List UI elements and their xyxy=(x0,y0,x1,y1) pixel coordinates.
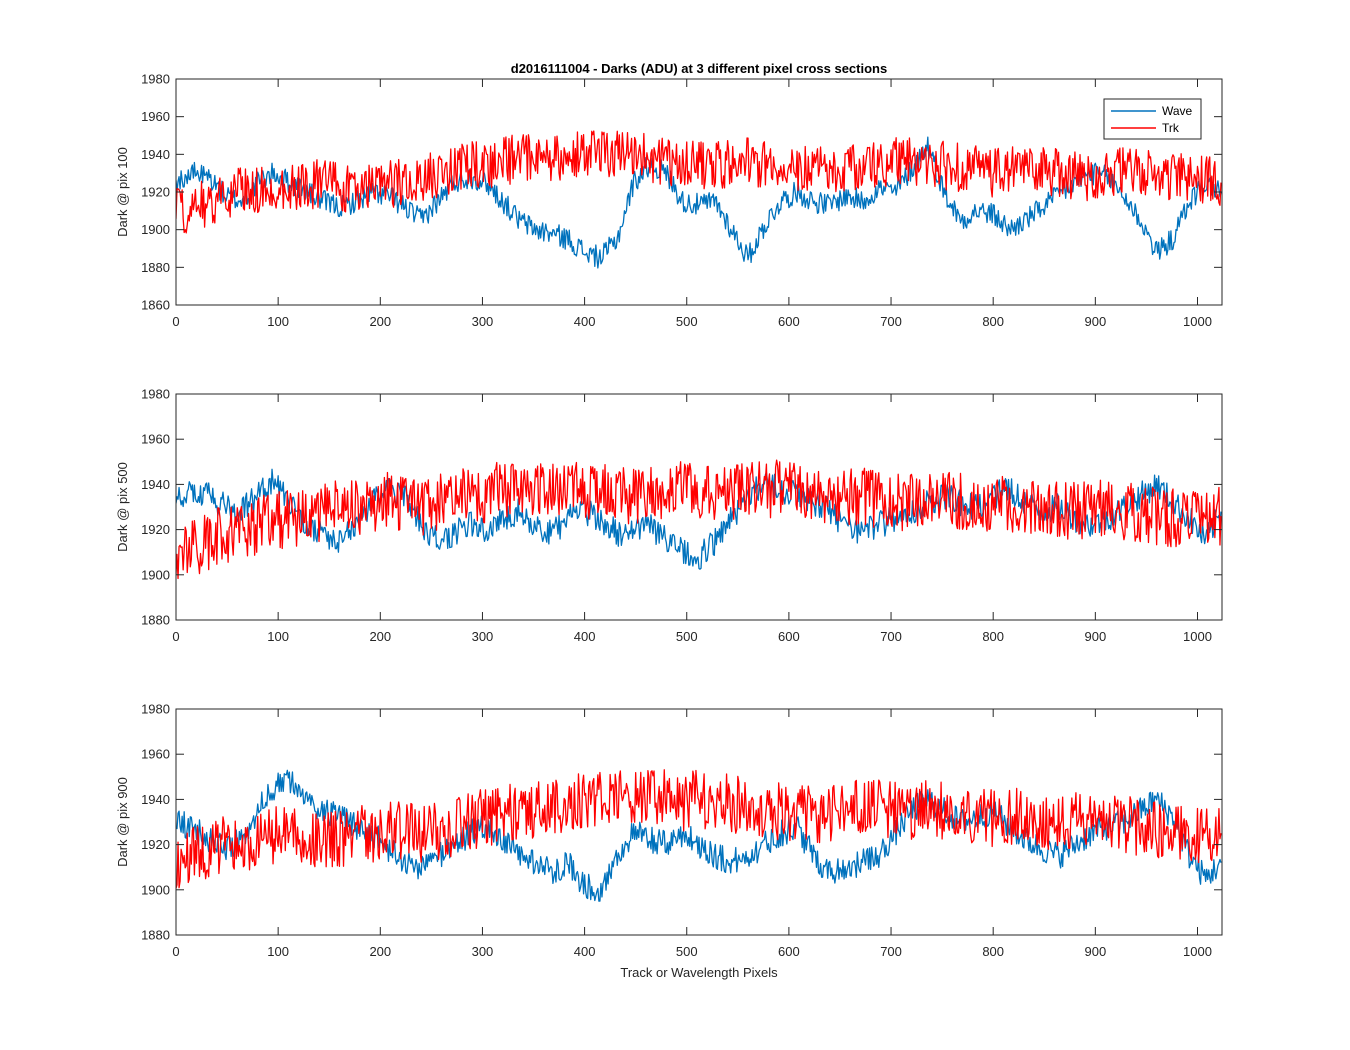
panel-3: 0 100 200 300 400 500 600 700 800 900 1000 1880 1900… xyxy=(115,702,1223,980)
axes-box xyxy=(175,708,1223,936)
x-tick-label: 200 xyxy=(369,944,391,959)
x-tick-label: 400 xyxy=(574,629,596,644)
x-axis-label: Track or Wavelength Pixels xyxy=(620,965,778,980)
y-tick-label: 1960 xyxy=(141,432,170,447)
x-tick-label: 700 xyxy=(880,629,902,644)
x-tick-label: 100 xyxy=(267,944,289,959)
x-tick-label: 300 xyxy=(472,629,494,644)
x-tick-label: 0 xyxy=(172,944,179,959)
y-axis-label: Dark @ pix 500 xyxy=(115,462,130,552)
x-tick-label: 400 xyxy=(574,314,596,329)
y-tick-label: 1920 xyxy=(141,185,170,200)
x-tick-label: 500 xyxy=(676,944,698,959)
axes-box xyxy=(175,393,1223,621)
y-axis-label: Dark @ pix 100 xyxy=(115,147,130,237)
x-tick-label: 800 xyxy=(982,314,1004,329)
series-line-trk xyxy=(176,769,1222,889)
x-tick-label: 600 xyxy=(778,629,800,644)
y-tick-label: 1960 xyxy=(141,747,170,762)
y-tick-label: 1880 xyxy=(141,260,170,275)
x-tick-label: 900 xyxy=(1084,944,1106,959)
panel-1: 0 100 200 300 400 500 600 700 800 900 1000 1860 1880… xyxy=(115,72,1223,329)
x-tick-label: 500 xyxy=(676,629,698,644)
x-tick-label: 400 xyxy=(574,944,596,959)
x-tick-label: 1000 xyxy=(1183,314,1212,329)
legend-box xyxy=(1103,98,1202,140)
x-tick-label: 600 xyxy=(778,314,800,329)
y-tick-label: 1980 xyxy=(141,72,170,87)
x-tick-label: 300 xyxy=(472,314,494,329)
series-line-wave xyxy=(176,136,1222,269)
y-tick-label: 1900 xyxy=(141,222,170,237)
x-tick-label: 0 xyxy=(172,629,179,644)
x-tick-label: 200 xyxy=(369,629,391,644)
x-tick-label: 700 xyxy=(880,314,902,329)
figure-title: d2016111004 - Darks (ADU) at 3 different… xyxy=(511,61,887,76)
panels: 0 100 200 300 400 500 600 700 800 900 100018601880… xyxy=(115,72,1223,980)
y-tick-label: 1940 xyxy=(141,147,170,162)
x-tick-label: 800 xyxy=(982,944,1004,959)
x-tick-label: 600 xyxy=(778,944,800,959)
y-tick-label: 1880 xyxy=(141,928,170,943)
x-tick-label: 900 xyxy=(1084,629,1106,644)
legend-entry-trk: Trk xyxy=(1162,121,1180,135)
x-tick-label: 100 xyxy=(267,629,289,644)
y-tick-label: 1980 xyxy=(141,702,170,717)
y-tick-label: 1940 xyxy=(141,477,170,492)
panel-2: 0 100 200 300 400 500 600 700 800 900 1000 1880 1900… xyxy=(115,387,1223,644)
traces xyxy=(176,459,1222,580)
series-line-trk xyxy=(176,130,1222,234)
legend: Wave Trk xyxy=(1103,98,1202,140)
y-tick-label: 1900 xyxy=(141,882,170,897)
x-tick-label: 1000 xyxy=(1183,944,1212,959)
x-tick-label: 1000 xyxy=(1183,629,1212,644)
traces xyxy=(176,769,1222,902)
legend-entry-wave: Wave xyxy=(1162,104,1193,118)
y-tick-label: 1960 xyxy=(141,109,170,124)
x-tick-label: 200 xyxy=(369,314,391,329)
series-line-trk xyxy=(176,459,1222,580)
y-tick-label: 1940 xyxy=(141,792,170,807)
y-tick-label: 1920 xyxy=(141,837,170,852)
x-tick-label: 700 xyxy=(880,944,902,959)
traces xyxy=(176,130,1222,269)
x-tick-label: 900 xyxy=(1084,314,1106,329)
x-tick-label: 300 xyxy=(472,944,494,959)
x-tick-label: 800 xyxy=(982,629,1004,644)
y-tick-label: 1900 xyxy=(141,567,170,582)
y-axis-label: Dark @ pix 900 xyxy=(115,777,130,867)
series-line-wave xyxy=(176,769,1222,902)
x-tick-label: 500 xyxy=(676,314,698,329)
x-tick-label: 0 xyxy=(172,314,179,329)
x-tick-label: 100 xyxy=(267,314,289,329)
y-tick-label: 1980 xyxy=(141,387,170,402)
y-tick-label: 1920 xyxy=(141,522,170,537)
y-tick-label: 1860 xyxy=(141,298,170,313)
y-tick-label: 1880 xyxy=(141,613,170,628)
